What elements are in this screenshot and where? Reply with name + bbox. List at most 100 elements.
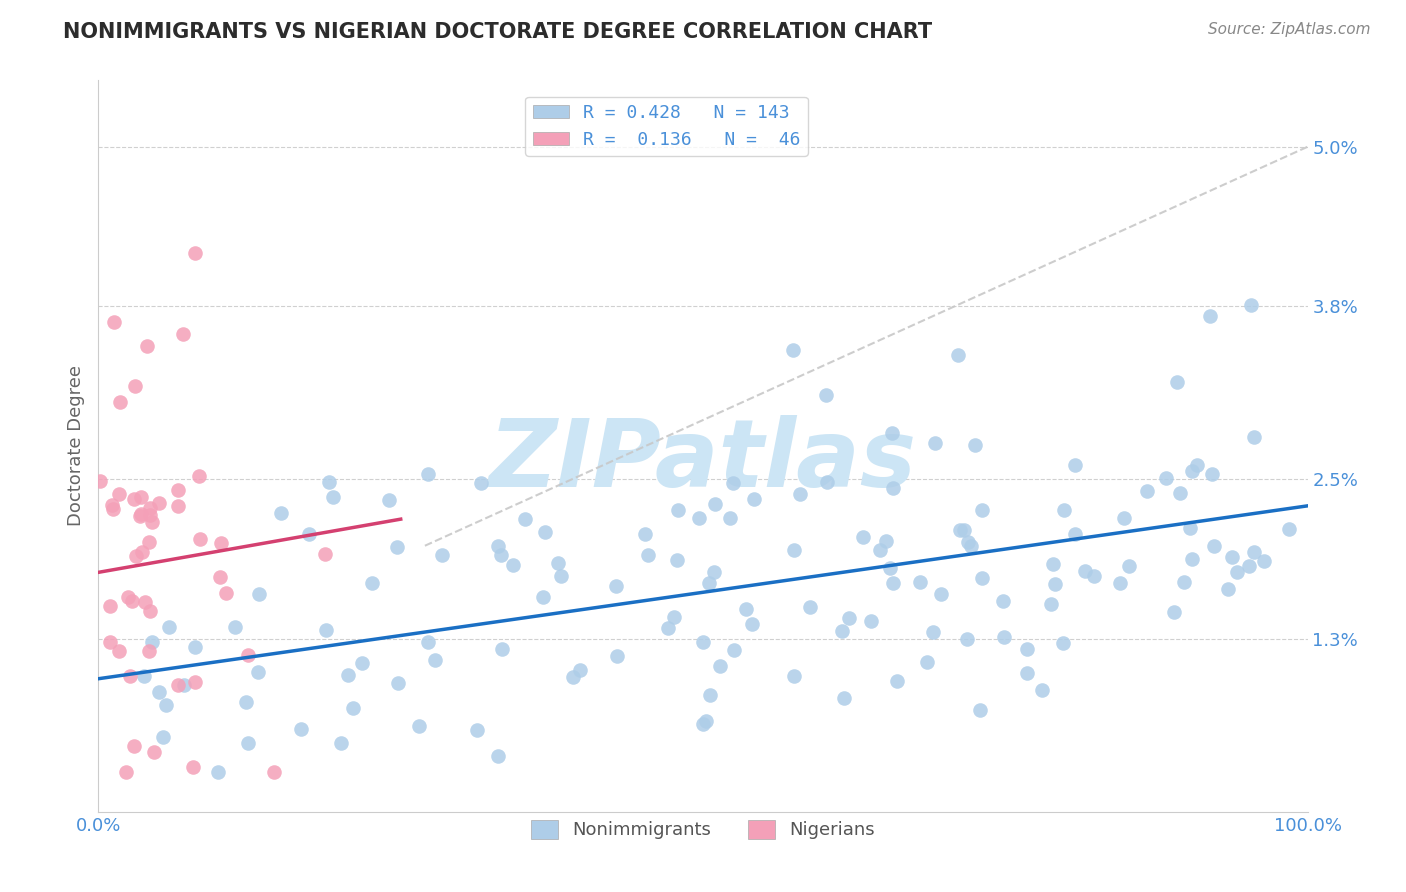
Point [991,593,1014,607]
Point [188,532,211,546]
Point [1073,564,1095,578]
Point [350,656,373,670]
Point [1136,483,1159,498]
Point [704,497,727,511]
Point [114,764,136,779]
Point [342,701,364,715]
Point [263,764,285,779]
Point [1173,575,1195,590]
Point [929,587,952,601]
Point [152,731,174,745]
Point [1181,552,1204,566]
Point [337,668,360,682]
Point [314,548,336,562]
Point [1118,559,1140,574]
Point [139,604,162,618]
Point [723,476,745,491]
Point [408,718,430,732]
Point [172,326,194,341]
Point [993,630,1015,644]
Point [1031,683,1053,698]
Point [666,553,689,567]
Point [1017,641,1039,656]
Point [1040,597,1063,611]
Point [1154,471,1177,485]
Point [699,688,721,702]
Point [108,644,131,658]
Point [486,539,509,553]
Point [657,621,679,635]
Point [814,388,837,402]
Point [948,348,970,362]
Point [956,632,979,646]
Point [131,545,153,559]
Point [290,722,312,736]
Point [315,623,337,637]
Point [886,673,908,688]
Point [142,745,165,759]
Text: ZIPatlas: ZIPatlas [489,415,917,507]
Point [513,512,536,526]
Point [783,669,806,683]
Point [723,642,745,657]
Point [838,611,860,625]
Point [322,490,344,504]
Point [741,616,763,631]
Point [550,569,572,583]
Point [1202,539,1225,553]
Point [782,343,804,358]
Text: NONIMMIGRANTS VS NIGERIAN DOCTORATE DEGREE CORRELATION CHART: NONIMMIGRANTS VS NIGERIAN DOCTORATE DEGR… [63,22,932,42]
Y-axis label: Doctorate Degree: Doctorate Degree [66,366,84,526]
Point [534,524,557,539]
Point [491,642,513,657]
Point [139,501,162,516]
Point [1216,582,1239,597]
Point [247,665,270,679]
Point [688,511,710,525]
Point [184,674,207,689]
Point [122,491,145,506]
Point [1114,511,1136,525]
Point [470,476,492,491]
Point [531,591,554,605]
Point [783,543,806,558]
Point [208,570,231,584]
Point [207,764,229,779]
Point [108,486,131,500]
Point [173,677,195,691]
Point [1015,666,1038,681]
Point [1053,503,1076,517]
Point [1168,486,1191,500]
Point [1043,576,1066,591]
Point [1052,636,1074,650]
Point [89,474,111,488]
Point [98,635,121,649]
Point [465,723,488,737]
Point [851,529,873,543]
Point [148,685,170,699]
Point [634,527,657,541]
Point [122,739,145,753]
Point [155,698,177,713]
Point [141,515,163,529]
Point [695,714,717,729]
Point [157,620,180,634]
Point [963,438,986,452]
Point [1226,566,1249,580]
Point [799,600,821,615]
Point [184,640,207,654]
Point [489,548,512,562]
Point [692,635,714,649]
Point [1201,467,1223,481]
Point [970,570,993,584]
Point [430,548,453,562]
Point [1239,298,1261,312]
Point [561,670,583,684]
Point [224,619,246,633]
Point [141,635,163,649]
Point [910,575,932,590]
Point [692,716,714,731]
Point [361,576,384,591]
Point [148,496,170,510]
Point [139,508,162,523]
